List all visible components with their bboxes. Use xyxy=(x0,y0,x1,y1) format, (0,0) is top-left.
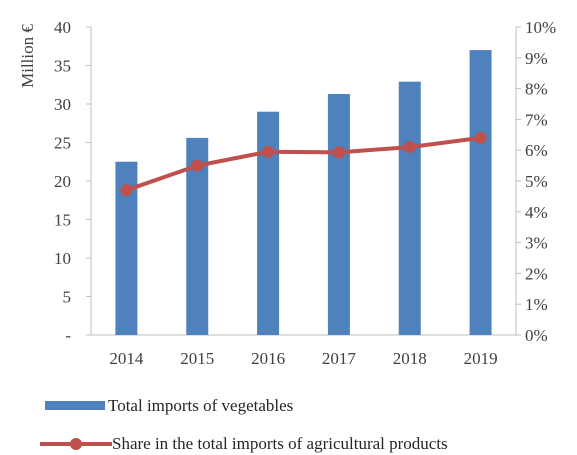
x-tick-label: 2015 xyxy=(180,349,214,368)
legend-entry-bar-series: Total imports of vegetables xyxy=(0,395,577,417)
line-point xyxy=(262,145,275,158)
left-tick-label: 15 xyxy=(54,211,71,230)
x-tick-label: 2014 xyxy=(109,349,144,368)
x-axis-tick-labels: 2014 2015 2016 2017 2018 2019 xyxy=(109,349,497,368)
x-tick-label: 2016 xyxy=(251,349,285,368)
bar-series xyxy=(115,50,492,336)
left-tick-label: 5 xyxy=(63,288,72,307)
legend-bar-swatch xyxy=(45,401,105,410)
line-point xyxy=(332,146,345,159)
right-tick-label: 2% xyxy=(525,264,548,283)
left-axis-ticks: - 5 10 15 20 25 30 35 40 xyxy=(54,18,91,345)
legend-line-label: Share in the total imports of agricultur… xyxy=(112,434,448,453)
legend-line-swatch xyxy=(40,438,112,450)
bar xyxy=(115,161,138,335)
line-point xyxy=(191,159,204,172)
line-point xyxy=(474,131,487,144)
right-tick-label: 5% xyxy=(525,172,548,191)
right-tick-label: 4% xyxy=(525,203,548,222)
left-tick-label: 25 xyxy=(54,134,71,153)
right-tick-label: 6% xyxy=(525,141,548,160)
right-tick-label: 10% xyxy=(525,18,556,37)
x-tick-label: 2017 xyxy=(322,349,357,368)
right-tick-label: 3% xyxy=(525,234,548,253)
left-tick-label: 40 xyxy=(54,18,71,37)
line-point xyxy=(403,141,416,154)
right-tick-label: 9% xyxy=(525,49,548,68)
right-tick-label: 8% xyxy=(525,80,548,99)
combo-chart: Million € - 5 10 15 20 25 30 35 40 0% 1% 2% 3% 4% 5% 6… xyxy=(18,18,556,368)
right-tick-label: 7% xyxy=(525,110,548,129)
line-series xyxy=(120,131,487,197)
series-line xyxy=(125,135,481,193)
bar xyxy=(327,93,350,336)
right-axis-ticks: 0% 1% 2% 3% 4% 5% 6% 7% 8% 9% 10% xyxy=(516,18,556,345)
x-tick-label: 2019 xyxy=(464,349,498,368)
left-tick-label: 10 xyxy=(54,249,71,268)
left-tick-label: 30 xyxy=(54,95,71,114)
bar xyxy=(469,50,492,335)
y-axis-label: Million € xyxy=(18,24,37,88)
x-tick-label: 2018 xyxy=(393,349,427,368)
right-tick-label: 1% xyxy=(525,295,548,314)
line-point xyxy=(120,184,133,197)
left-tick-label: 20 xyxy=(54,172,71,191)
left-tick-label: - xyxy=(65,326,71,345)
bar xyxy=(398,81,421,335)
right-tick-label: 0% xyxy=(525,326,548,345)
legend-bar-label: Total imports of vegetables xyxy=(108,396,294,415)
bar xyxy=(257,111,280,335)
legend-entry-line-series: Share in the total imports of agricultur… xyxy=(0,433,577,455)
bar xyxy=(186,137,209,335)
left-tick-label: 35 xyxy=(54,57,71,76)
